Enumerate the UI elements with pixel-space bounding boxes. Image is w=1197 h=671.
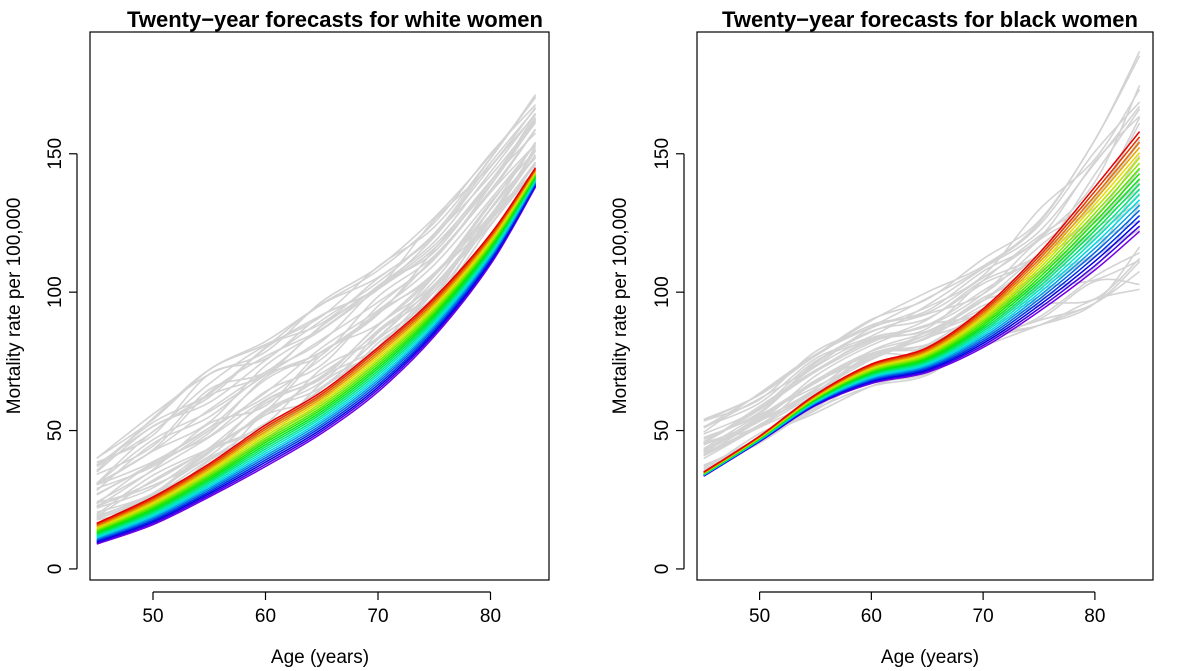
x-tick-label: 60 <box>255 606 276 627</box>
historical-series-line <box>96 148 537 504</box>
historical-series-line <box>96 106 537 464</box>
y-tick-label: 150 <box>45 138 66 170</box>
plot-frame <box>89 31 550 581</box>
historical-series-line <box>96 175 537 520</box>
forecast-series-line <box>96 168 537 526</box>
historical-series-line <box>96 143 537 505</box>
historical-series-line <box>96 157 537 518</box>
x-tick-label: 80 <box>1084 606 1105 627</box>
historical-series-line <box>703 117 1141 444</box>
historical-series-line <box>96 113 537 484</box>
forecast-series-line <box>703 162 1141 475</box>
forecast-series-line <box>96 172 537 530</box>
plot-area: 50 60 70 80 0 50 100 150 <box>652 31 1154 627</box>
historical-series-line <box>703 51 1141 421</box>
forecast-series-line <box>96 186 537 545</box>
forecast-series-line <box>96 177 537 535</box>
forecast-series-line <box>96 171 537 529</box>
plot-area: 50 60 70 80 0 50 100 150 <box>45 31 550 627</box>
forecast-series-line <box>96 183 537 542</box>
x-axis-label: Age (years) <box>271 647 369 668</box>
plot-frame <box>696 31 1154 581</box>
forecast-series-line <box>96 173 537 531</box>
historical-series-line <box>96 116 537 485</box>
chart-title: Twenty−year forecasts for black women <box>722 7 1138 32</box>
forecast-series-line <box>96 170 537 528</box>
forecast-series-line <box>96 185 537 544</box>
forecast-series-line <box>96 178 537 536</box>
y-tick-label: 150 <box>652 138 673 170</box>
y-tick-label: 0 <box>45 564 66 575</box>
historical-series-line <box>96 128 537 492</box>
y-tick-label: 100 <box>652 276 673 308</box>
y-tick-label: 0 <box>652 564 673 575</box>
historical-series-line <box>96 149 537 508</box>
x-tick-label: 80 <box>480 606 501 627</box>
x-tick-label: 70 <box>367 606 388 627</box>
historical-series-line <box>96 143 537 490</box>
forecast-series-line <box>96 169 537 527</box>
historical-series-line <box>96 120 537 486</box>
chart-title: Twenty−year forecasts for white women <box>127 7 543 32</box>
historical-series-line <box>703 226 1141 460</box>
forecast-series-line <box>96 180 537 539</box>
historical-series-line <box>703 89 1141 422</box>
historical-series-line <box>96 97 537 459</box>
x-tick-label: 50 <box>142 606 163 627</box>
historical-series-line <box>703 182 1141 454</box>
forecast-series-line <box>703 131 1141 473</box>
forecast-series-line <box>96 182 537 541</box>
historical-series-line <box>96 108 537 468</box>
forecast-series-line <box>96 184 537 543</box>
forecast-series-line <box>96 167 537 524</box>
forecast-series-line <box>96 174 537 532</box>
historical-series-line <box>703 168 1141 446</box>
historical-series-line <box>703 115 1141 429</box>
historical-series-line <box>703 288 1140 476</box>
y-axis-label: Mortality rate per 100,000 <box>4 198 25 415</box>
panel-black-women: Twenty−year forecasts for black women Ag… <box>610 7 1154 668</box>
forecast-series-line <box>96 175 537 533</box>
historical-series-line <box>96 94 537 471</box>
historical-series-line <box>96 112 537 485</box>
forecast-series-line <box>96 179 537 538</box>
y-tick-label: 100 <box>45 276 66 308</box>
y-tick-label: 50 <box>45 420 66 441</box>
forecast-series-line <box>96 176 537 534</box>
x-axis-label: Age (years) <box>881 647 979 668</box>
y-tick-label: 50 <box>652 420 673 441</box>
x-tick-label: 70 <box>973 606 994 627</box>
historical-series-line <box>703 101 1141 433</box>
x-tick-label: 50 <box>749 606 770 627</box>
y-axis-label: Mortality rate per 100,000 <box>610 198 631 415</box>
historical-series-line <box>703 155 1141 443</box>
panel-white-women: Twenty−year forecasts for white women Ag… <box>4 7 550 668</box>
forecast-series-line <box>96 181 537 540</box>
historical-series-line <box>96 132 537 486</box>
historical-series-line <box>703 85 1141 429</box>
x-tick-label: 60 <box>861 606 882 627</box>
